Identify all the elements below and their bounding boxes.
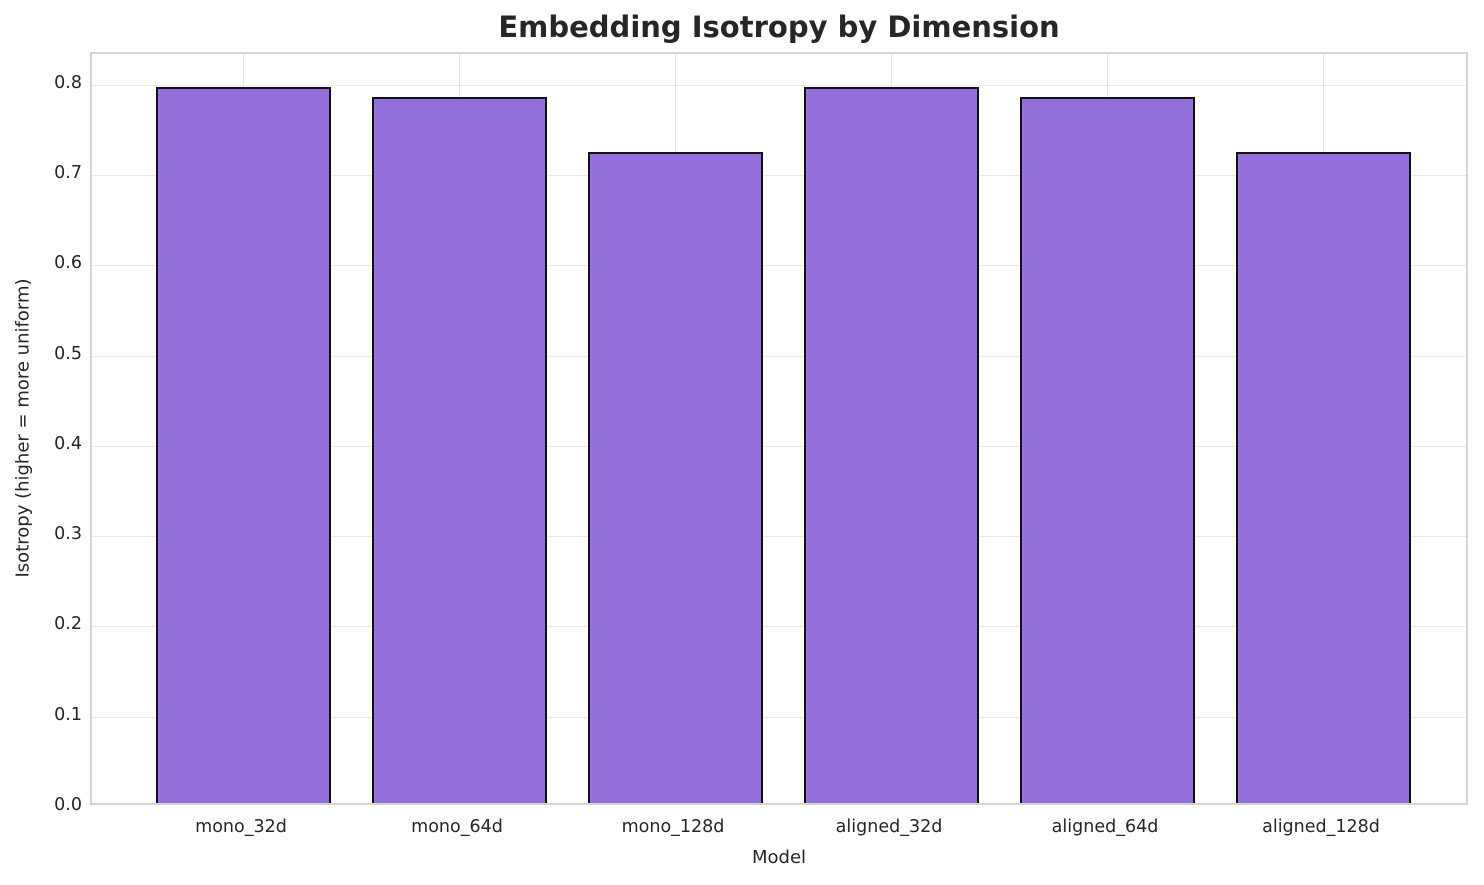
- h-gridline: [92, 174, 1466, 176]
- y-tick-label: 0.8: [54, 72, 82, 93]
- h-gridline: [92, 716, 1466, 718]
- y-tick-label: 0.5: [54, 343, 82, 364]
- h-gridline: [92, 355, 1466, 357]
- x-tick-label-aligned_32d: aligned_32d: [835, 817, 943, 837]
- chart-title: Embedding Isotropy by Dimension: [498, 10, 1060, 44]
- h-gridline: [92, 536, 1466, 538]
- bar-aligned_32d: [803, 87, 979, 803]
- y-tick-label: 0.7: [54, 162, 82, 183]
- y-tick-label: 0.3: [54, 524, 82, 545]
- x-tick-label-mono_32d: mono_32d: [195, 817, 287, 837]
- y-tick-label: 0.6: [54, 253, 82, 274]
- h-gridline: [92, 445, 1466, 447]
- y-tick-label: 0.2: [54, 614, 82, 635]
- x-axis-label: Model: [751, 847, 807, 868]
- bar-aligned_64d: [1019, 96, 1195, 803]
- x-tick-label-mono_64d: mono_64d: [411, 817, 503, 837]
- bar-mono_128d: [587, 152, 763, 803]
- h-gridline: [92, 84, 1466, 86]
- h-gridline: [92, 626, 1466, 628]
- x-tick-label-aligned_128d: aligned_128d: [1262, 817, 1380, 837]
- bar-aligned_128d: [1235, 152, 1411, 803]
- plot-area: [90, 52, 1468, 805]
- y-tick-label: 0.4: [54, 433, 82, 454]
- bar-mono_64d: [371, 96, 547, 803]
- h-gridline: [92, 265, 1466, 267]
- x-tick-label-mono_128d: mono_128d: [621, 817, 725, 837]
- x-tick-label-aligned_64d: aligned_64d: [1051, 817, 1159, 837]
- bar-mono_32d: [155, 87, 331, 803]
- y-tick-label: 0.1: [54, 704, 82, 725]
- y-axis-label: Isotropy (higher = more uniform): [12, 278, 34, 578]
- y-tick-label: 0.0: [54, 795, 82, 815]
